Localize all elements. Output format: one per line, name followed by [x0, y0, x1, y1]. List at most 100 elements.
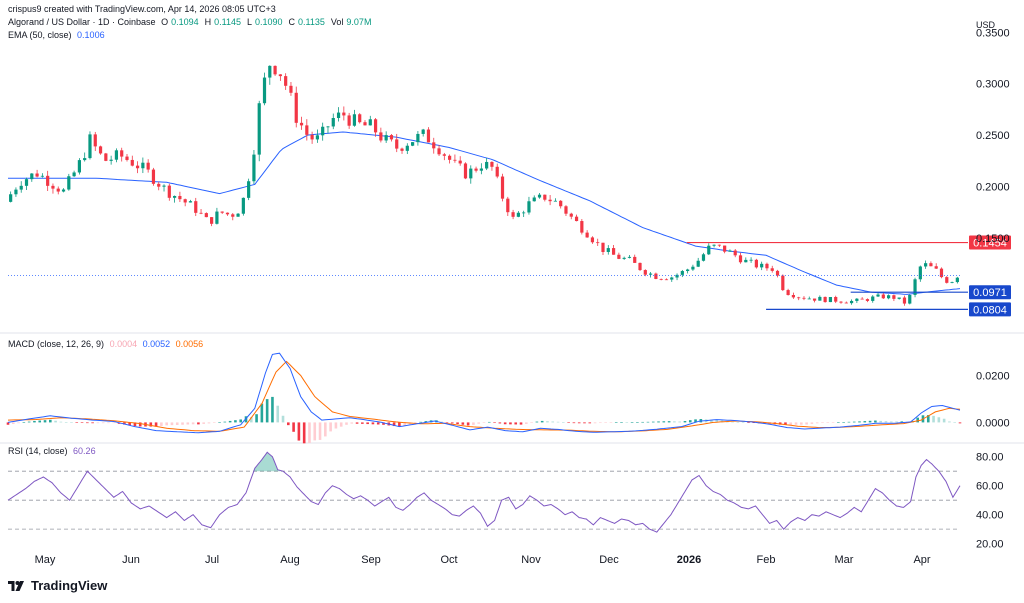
candle [506, 198, 510, 213]
candle [368, 119, 372, 126]
macd-histogram-bar [620, 422, 623, 423]
macd-histogram-bar [160, 422, 163, 426]
macd-histogram-bar [392, 422, 396, 427]
macd-histogram-bar [556, 421, 560, 423]
candle [77, 160, 81, 173]
candle [135, 165, 140, 169]
level-tag-0 [969, 235, 1011, 250]
macd-histogram-bar [731, 421, 734, 423]
ema-legend[interactable]: EMA (50, close) 0.1006 [8, 30, 108, 40]
x-tick-11: Apr [913, 554, 930, 566]
candle [479, 168, 483, 171]
macd-histogram-bar [91, 422, 94, 424]
candle [500, 176, 505, 199]
candle [770, 268, 774, 271]
candle [574, 216, 579, 222]
ohlc-values: O 0.1094 H 0.1145 L 0.1090 C 0.1135 Vol 9.07M [161, 17, 377, 27]
x-tick-1: Jun [122, 554, 140, 566]
candle [294, 92, 298, 123]
candle [490, 161, 494, 167]
candle [421, 129, 425, 134]
candle [437, 148, 441, 155]
candle [707, 245, 711, 255]
candle [98, 146, 103, 154]
macd-histogram-bar [271, 396, 274, 423]
macd-label: MACD (close, 12, 26, 9) [8, 339, 105, 349]
macd-histogram-bar [710, 419, 713, 423]
candle [104, 153, 108, 161]
candle [643, 270, 647, 275]
candle [649, 273, 653, 275]
macd-layer [6, 352, 962, 444]
candle [173, 195, 177, 198]
macd-histogram-bar [535, 421, 539, 423]
macd-tick-1: 0.0000 [976, 417, 1010, 429]
macd-histogram-bar [75, 422, 79, 424]
macd-histogram-bar [646, 421, 650, 423]
candle [638, 262, 642, 271]
rsi-legend[interactable]: RSI (14, close) 60.26 [8, 446, 99, 456]
macd-histogram-bar [493, 422, 496, 424]
macd-histogram-bar [228, 420, 232, 423]
candle [120, 150, 124, 157]
candle [807, 298, 811, 300]
candle [580, 221, 584, 233]
macd-histogram-bar [831, 422, 835, 424]
macd-histogram-bar [562, 422, 565, 423]
candle [61, 189, 66, 192]
candle [839, 301, 843, 303]
candle [199, 212, 203, 214]
macd-histogram-bar [630, 422, 634, 423]
macd-histogram-bar [112, 422, 116, 424]
macd-histogram-bar [868, 420, 872, 423]
candle [738, 255, 743, 263]
candle [834, 296, 838, 302]
candle [559, 200, 563, 207]
candle [315, 135, 319, 140]
macd-histogram-bar [599, 422, 602, 424]
macd-histogram-bar [509, 422, 512, 425]
macd-histogram-bar [6, 422, 10, 425]
macd-histogram-bar [514, 422, 518, 425]
ohlc-vol: Vol 9.07M [330, 17, 372, 27]
macd-histogram-bar [546, 421, 549, 423]
macd-histogram-bar [895, 421, 898, 423]
macd-histogram-bar [265, 399, 269, 423]
x-tick-4: Sep [361, 554, 381, 566]
macd-histogram-value: 0.0004 [109, 339, 138, 349]
candle [897, 297, 901, 299]
candle [855, 298, 859, 301]
candle [945, 277, 949, 283]
candle [289, 85, 293, 93]
candle [733, 250, 737, 256]
macd-histogram-bar [662, 421, 666, 423]
macd-histogram-bar [884, 421, 888, 423]
macd-legend[interactable]: MACD (close, 12, 26, 9) 0.0004 0.0052 0.… [8, 339, 206, 349]
candle [114, 150, 119, 160]
candle [675, 274, 679, 278]
candle [691, 266, 695, 270]
candle [220, 211, 224, 213]
rsi-tick-0: 80.00 [976, 452, 1004, 464]
candle [252, 154, 256, 182]
macd-histogram-bar [525, 422, 528, 424]
candle [284, 76, 288, 86]
macd-histogram-bar [657, 421, 660, 423]
macd-histogram-bar [371, 422, 375, 425]
candle [860, 298, 864, 300]
symbol-legend[interactable]: Algorand / US Dollar · 1D · Coinbase O 0.… [8, 17, 380, 27]
macd-histogram-bar [673, 421, 676, 423]
x-tick-5: Oct [440, 554, 457, 566]
macd-histogram-bar [889, 421, 893, 423]
candle [88, 134, 92, 159]
price-tick-0: 0.3500 [976, 27, 1010, 39]
tradingview-brand[interactable]: TradingView [8, 578, 107, 593]
axes-layer: 0.3500 0.3000 0.2500 0.2000 0.1500 0.0200 0.00… [8, 27, 1010, 566]
candle [723, 245, 727, 252]
candle [19, 185, 23, 190]
macd-histogram-bar [292, 422, 295, 432]
macd-histogram-bar [276, 405, 280, 423]
levels-layer: 0.1454 0.0971 0.0804 [686, 235, 1011, 317]
candle [416, 133, 420, 143]
